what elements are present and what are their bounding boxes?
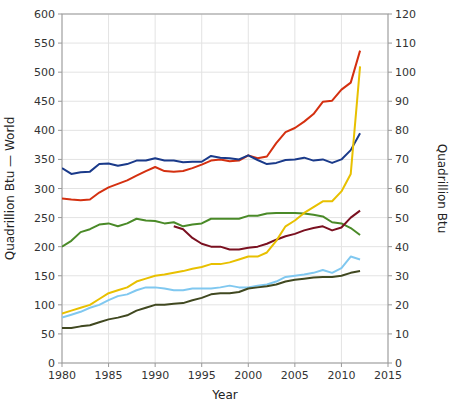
x-tick-label: 2005 xyxy=(281,369,309,382)
y-grid-line xyxy=(62,333,388,334)
y-grid-line xyxy=(62,188,388,189)
y-grid-line xyxy=(62,72,388,73)
x-grid-line xyxy=(201,14,202,363)
y2-tick-label: 60 xyxy=(395,183,409,196)
x-tick xyxy=(294,363,295,367)
y2-tick xyxy=(388,130,392,131)
y-axis-label: Quadrillion Btu — World xyxy=(3,117,17,261)
plot-frame xyxy=(62,14,388,363)
y-tick xyxy=(58,363,62,364)
y2-tick-label: 120 xyxy=(395,8,416,21)
y2-tick-label: 110 xyxy=(395,37,416,50)
y2-tick xyxy=(388,246,392,247)
chart: 19801985199019952000200520102015Year0501… xyxy=(0,0,450,407)
x-axis-label: Year xyxy=(211,388,237,402)
x-tick xyxy=(108,363,109,367)
x-tick xyxy=(62,363,63,367)
x-tick xyxy=(155,363,156,367)
x-grid-line xyxy=(341,14,342,363)
x-grid-line xyxy=(155,14,156,363)
y-tick xyxy=(58,188,62,189)
y-tick-label: 250 xyxy=(34,212,55,225)
y-tick xyxy=(58,159,62,160)
series-line xyxy=(62,271,360,328)
y2-tick xyxy=(388,217,392,218)
y2-tick xyxy=(388,188,392,189)
y-tick xyxy=(58,304,62,305)
y-tick-label: 400 xyxy=(34,124,55,137)
y-grid-line xyxy=(62,43,388,44)
y-tick-label: 350 xyxy=(34,153,55,166)
y-tick-label: 550 xyxy=(34,37,55,50)
x-axis: 1980 1985 1990 1995 2000 2005 2010 2015 Year xyxy=(48,363,402,402)
y2-tick-label: 100 xyxy=(395,66,416,79)
y2-tick xyxy=(388,43,392,44)
y2-tick-label: 90 xyxy=(395,95,409,108)
y2-tick-label: 10 xyxy=(395,328,409,341)
y-tick xyxy=(58,43,62,44)
y-tick xyxy=(58,333,62,334)
x-grid-line xyxy=(294,14,295,363)
y-tick-label: 450 xyxy=(34,95,55,108)
y2-axis: 0 10 20 30 40 50 60 70 80 90 100 110 120 Quadrillion … xyxy=(388,8,449,370)
x-tick xyxy=(388,363,389,367)
series-line xyxy=(62,257,360,318)
x-tick-label: 1985 xyxy=(95,369,123,382)
x-tick-label: 1995 xyxy=(188,369,216,382)
y-grid-line xyxy=(62,130,388,131)
series-line xyxy=(174,211,360,250)
y-axis: 0 50 100 150 200 250 300 350 400 450 500 550 600 Quad… xyxy=(3,8,62,370)
y2-axis-label: Quadrillion Btu xyxy=(435,144,449,234)
y-grid-line xyxy=(62,101,388,102)
y-grid-line xyxy=(62,304,388,305)
series-line xyxy=(62,51,360,200)
x-tick-label: 2015 xyxy=(374,369,402,382)
x-tick xyxy=(201,363,202,367)
y2-tick xyxy=(388,333,392,334)
y2-tick xyxy=(388,101,392,102)
y-tick-label: 150 xyxy=(34,270,55,283)
y-tick xyxy=(58,14,62,15)
y2-tick xyxy=(388,14,392,15)
y2-tick xyxy=(388,72,392,73)
y2-tick xyxy=(388,363,392,364)
y2-tick xyxy=(388,304,392,305)
y2-tick xyxy=(388,159,392,160)
x-tick-label: 2010 xyxy=(327,369,355,382)
y2-tick-label: 30 xyxy=(395,270,409,283)
grid xyxy=(62,14,388,363)
y-tick xyxy=(58,217,62,218)
y-tick-label: 100 xyxy=(34,299,55,312)
x-tick xyxy=(341,363,342,367)
y2-tick-label: 20 xyxy=(395,299,409,312)
series-line xyxy=(62,213,360,247)
y-tick-label: 200 xyxy=(34,241,55,254)
y2-tick-label: 50 xyxy=(395,212,409,225)
x-tick-label: 2000 xyxy=(234,369,262,382)
x-tick xyxy=(248,363,249,367)
series-line xyxy=(62,133,360,174)
y-tick-label: 50 xyxy=(41,328,55,341)
y-tick-label: 0 xyxy=(48,357,55,370)
y-tick xyxy=(58,72,62,73)
y-tick-label: 500 xyxy=(34,66,55,79)
y2-tick xyxy=(388,275,392,276)
y-tick xyxy=(58,246,62,247)
lines xyxy=(62,51,360,328)
x-grid-line xyxy=(248,14,249,363)
x-tick-label: 1980 xyxy=(48,369,76,382)
y2-tick-label: 0 xyxy=(395,357,402,370)
y2-tick-label: 40 xyxy=(395,241,409,254)
y-tick xyxy=(58,275,62,276)
x-tick-label: 1990 xyxy=(141,369,169,382)
y-tick-label: 300 xyxy=(34,183,55,196)
y-grid-line xyxy=(62,246,388,247)
y2-tick-label: 70 xyxy=(395,153,409,166)
y-tick-label: 600 xyxy=(34,8,55,21)
y-tick xyxy=(58,101,62,102)
y2-tick-label: 80 xyxy=(395,124,409,137)
y-tick xyxy=(58,130,62,131)
